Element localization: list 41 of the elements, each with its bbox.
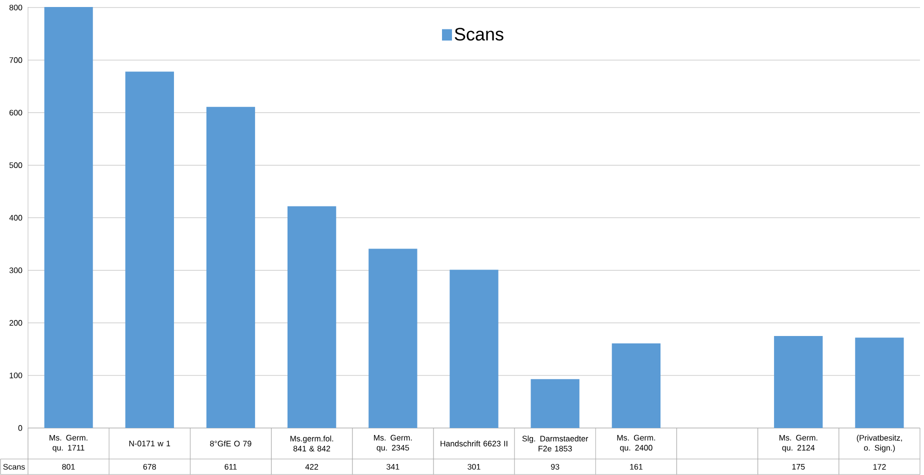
bar	[206, 106, 256, 428]
data-label: 422	[305, 464, 318, 470]
y-tick-label: 800	[9, 4, 22, 10]
y-tick-label: 400	[9, 214, 22, 221]
y-tick-label: 200	[10, 320, 22, 326]
bar	[44, 7, 93, 428]
x-tick-label: Slg. Darmstaedter F2e 1853	[522, 436, 588, 452]
bar	[125, 72, 174, 428]
y-tick-label: 100	[10, 372, 22, 378]
data-label: 93	[551, 464, 560, 470]
y-tick-label: 600	[10, 110, 22, 116]
x-tick-label: Ms. Germ. qu. 1711	[50, 434, 88, 452]
data-label: 341	[386, 464, 400, 470]
x-tick-label: Handschrift 6623 II	[440, 440, 508, 446]
text: Scans	[3, 464, 25, 470]
bar	[450, 270, 498, 428]
y-tick-label: 300	[9, 267, 22, 274]
x-tick-label: Ms.germ.fol. 841 & 842	[290, 436, 334, 452]
x-tick-label: Ms. Germ. qu. 2345	[374, 434, 412, 452]
x-tick-label: Ms. Germ. qu. 2124	[780, 434, 818, 452]
y-tick-label: 0	[18, 425, 22, 431]
data-label: 172	[873, 464, 886, 470]
data-label: 801	[62, 464, 75, 470]
data-label: 175	[792, 464, 805, 470]
data-label: 161	[630, 464, 642, 470]
y-tick-label: 500	[9, 162, 22, 168]
y-tick-label: 700	[10, 57, 22, 63]
bar	[774, 336, 823, 428]
bar	[287, 206, 336, 428]
x-tick-label: 8°GfE O 79	[210, 440, 252, 446]
data-label: 301	[468, 464, 480, 470]
bar	[612, 343, 661, 428]
x-tick-label: (Privatbesitz, o. Sign.)	[856, 434, 902, 452]
bar	[855, 338, 904, 428]
x-tick-label: Ms. Germ. qu. 2400	[617, 434, 656, 452]
data-label: 678	[143, 464, 156, 470]
x-tick-label: N-0171 w 1	[129, 440, 170, 446]
bar	[368, 248, 418, 428]
legend-label: Scans	[454, 28, 504, 41]
data-label: 611	[224, 464, 237, 470]
bar	[530, 379, 580, 428]
